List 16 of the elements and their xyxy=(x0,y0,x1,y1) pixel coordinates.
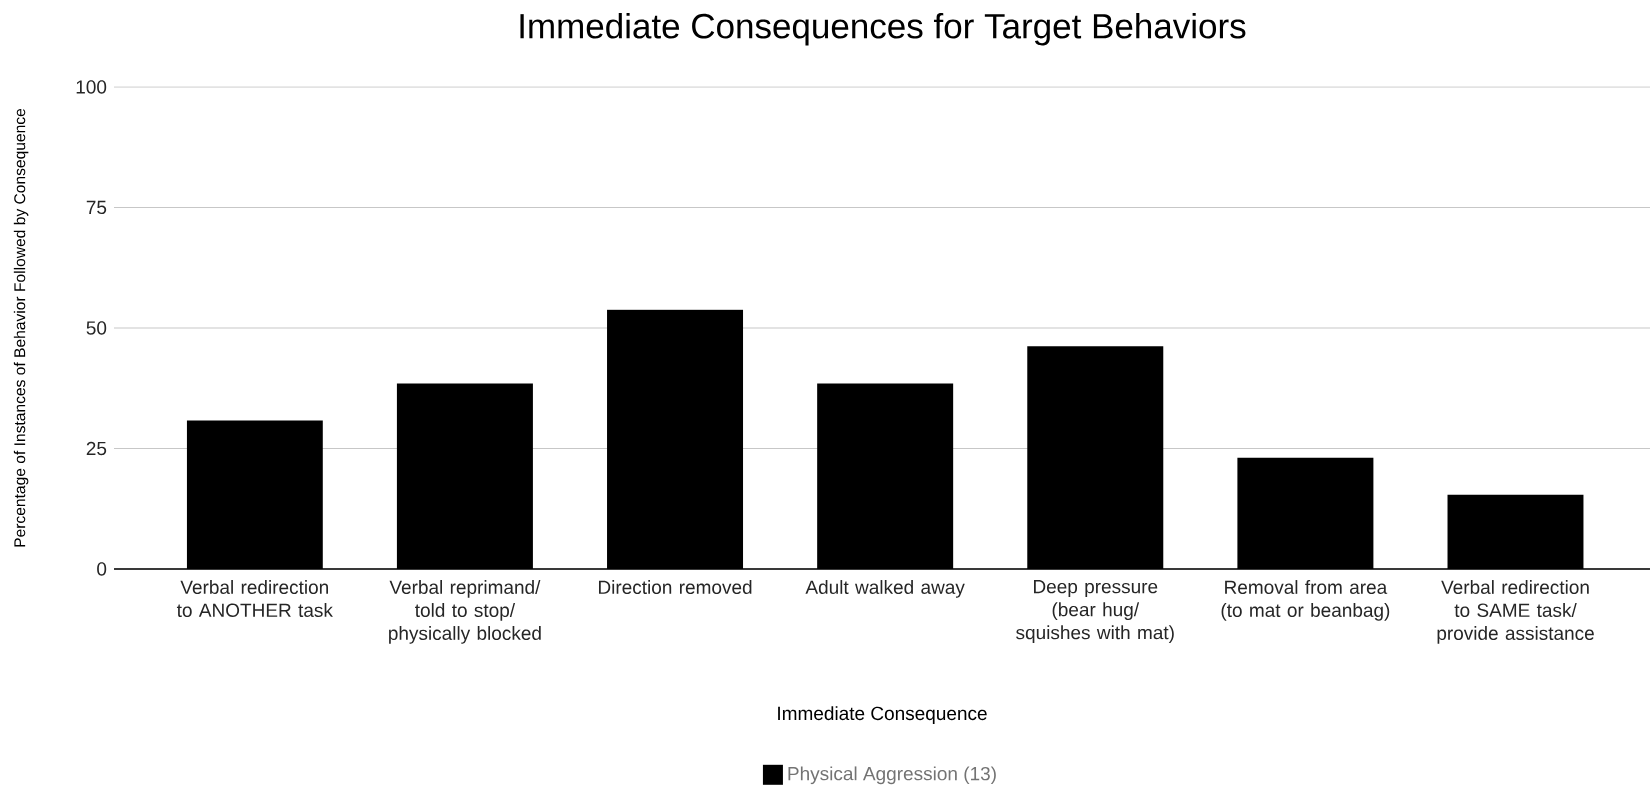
x-tick-label: Deep pressure (bear hug/ squishes with mat) xyxy=(1016,580,1174,644)
x-tick-label: Removal from area (to mat or beanbag) xyxy=(1221,580,1390,621)
y-axis-title: Percentage of Instances of Behavior Followed by Consequence xyxy=(13,108,29,547)
y-tick-label: 50 xyxy=(86,321,107,335)
x-axis-title: Immediate Consequence xyxy=(778,706,987,724)
legend-label: Physical Aggression (13) xyxy=(788,766,996,785)
chart-title: Immediate Consequences for Target Behaviors xyxy=(520,12,1246,46)
x-tick-label: Verbal redirection to ANOTHER task xyxy=(176,580,333,618)
y-tick-label: 25 xyxy=(86,441,107,456)
y-tick-label: 0 xyxy=(97,562,107,576)
y-tick-label: 100 xyxy=(76,80,107,94)
x-tick-label: Verbal reprimand/ told to stop/ physically blocked xyxy=(389,580,541,644)
x-tick-label: Direction removed xyxy=(598,580,752,595)
x-tick-label: Adult walked away xyxy=(805,580,965,598)
y-tick-label: 75 xyxy=(86,200,107,215)
x-tick-label: Verbal redirection to SAME task/ provide assistance xyxy=(1437,580,1594,644)
